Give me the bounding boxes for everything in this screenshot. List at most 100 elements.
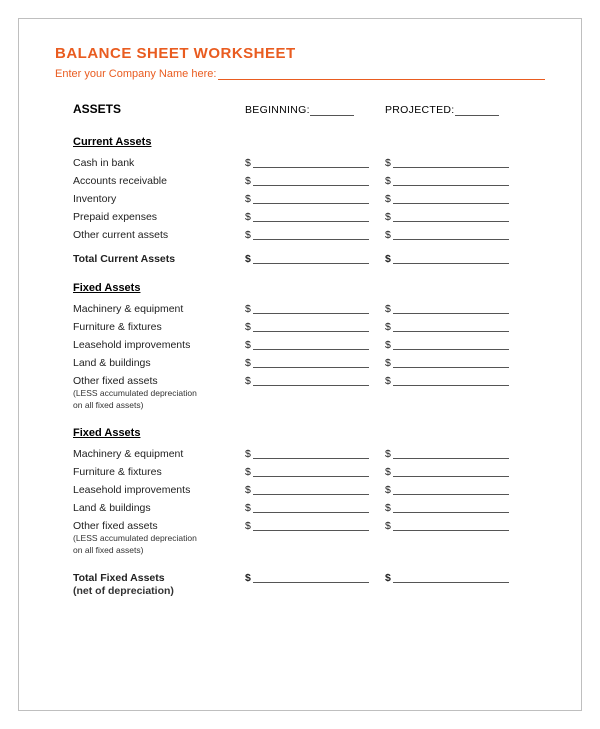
- amount-cell[interactable]: $: [245, 481, 385, 499]
- amount-line: [253, 572, 369, 583]
- amount-cell[interactable]: $: [245, 208, 385, 226]
- currency-symbol: $: [385, 520, 393, 532]
- amount-cell[interactable]: $: [385, 250, 525, 268]
- projected-label: PROJECTED:: [385, 104, 455, 116]
- page-title: BALANCE SHEET WORKSHEET: [55, 45, 545, 62]
- amount-line: [393, 303, 509, 314]
- currency-symbol: $: [245, 253, 253, 265]
- depreciation-note-2: on all fixed assets): [73, 400, 245, 411]
- amount-cell[interactable]: $: [385, 208, 525, 226]
- depreciation-note-1: (LESS accumulated depreciation: [73, 533, 245, 544]
- worksheet-grid: ASSETS BEGINNING: PROJECTED: Current Ass…: [55, 102, 545, 601]
- amount-line: [393, 229, 509, 240]
- amount-cell[interactable]: $: [385, 318, 525, 336]
- assets-heading: ASSETS: [55, 102, 245, 132]
- currency-symbol: $: [245, 375, 253, 387]
- net-depreciation-note: (net of depreciation): [73, 585, 245, 598]
- row-label: Leasehold improvements: [55, 336, 245, 354]
- col-header-beginning: BEGINNING:: [245, 102, 385, 132]
- amount-cell[interactable]: $: [245, 499, 385, 517]
- currency-symbol: $: [245, 321, 253, 333]
- amount-cell[interactable]: $: [385, 372, 525, 413]
- amount-cell[interactable]: $: [245, 463, 385, 481]
- row-label: Prepaid expenses: [55, 208, 245, 226]
- amount-line: [393, 321, 509, 332]
- amount-line: [393, 193, 509, 204]
- total-fixed-label: Total Fixed Assets: [73, 572, 165, 584]
- currency-symbol: $: [245, 466, 253, 478]
- currency-symbol: $: [245, 502, 253, 514]
- amount-cell[interactable]: $: [245, 336, 385, 354]
- company-name-input-line[interactable]: [218, 69, 545, 80]
- currency-symbol: $: [385, 484, 393, 496]
- amount-cell[interactable]: $: [245, 318, 385, 336]
- currency-symbol: $: [385, 321, 393, 333]
- amount-line: [253, 357, 369, 368]
- amount-cell[interactable]: $: [245, 517, 385, 558]
- row-label: Accounts receivable: [55, 172, 245, 190]
- amount-cell[interactable]: $: [385, 300, 525, 318]
- currency-symbol: $: [385, 357, 393, 369]
- currency-symbol: $: [245, 572, 253, 584]
- row-label: Machinery & equipment: [55, 300, 245, 318]
- amount-line: [393, 339, 509, 350]
- currency-symbol: $: [385, 175, 393, 187]
- amount-cell[interactable]: $: [385, 463, 525, 481]
- projected-date-line[interactable]: [455, 106, 499, 116]
- amount-cell[interactable]: $: [245, 226, 385, 244]
- amount-line: [253, 466, 369, 477]
- row-label: Furniture & fixtures: [55, 463, 245, 481]
- amount-cell[interactable]: $: [385, 354, 525, 372]
- amount-cell[interactable]: $: [385, 569, 525, 601]
- currency-symbol: $: [245, 357, 253, 369]
- currency-symbol: $: [245, 484, 253, 496]
- currency-symbol: $: [385, 253, 393, 265]
- total-fixed-assets-label: Total Fixed Assets (net of depreciation): [55, 569, 245, 601]
- amount-line: [393, 375, 509, 386]
- amount-cell[interactable]: $: [245, 172, 385, 190]
- amount-cell[interactable]: $: [245, 372, 385, 413]
- company-name-row: Enter your Company Name here:: [55, 68, 545, 80]
- amount-line: [253, 484, 369, 495]
- amount-cell[interactable]: $: [385, 154, 525, 172]
- amount-cell[interactable]: $: [245, 569, 385, 601]
- currency-symbol: $: [245, 175, 253, 187]
- currency-symbol: $: [385, 466, 393, 478]
- amount-cell[interactable]: $: [385, 226, 525, 244]
- amount-line: [253, 229, 369, 240]
- currency-symbol: $: [385, 229, 393, 241]
- currency-symbol: $: [385, 303, 393, 315]
- amount-cell[interactable]: $: [385, 336, 525, 354]
- currency-symbol: $: [385, 339, 393, 351]
- amount-line: [393, 357, 509, 368]
- row-label: Leasehold improvements: [55, 481, 245, 499]
- amount-cell[interactable]: $: [385, 172, 525, 190]
- amount-cell[interactable]: $: [385, 481, 525, 499]
- amount-line: [393, 175, 509, 186]
- company-name-label: Enter your Company Name here:: [55, 68, 216, 80]
- amount-line: [253, 253, 369, 264]
- currency-symbol: $: [245, 303, 253, 315]
- other-fixed-label: Other fixed assets: [73, 375, 158, 387]
- amount-cell[interactable]: $: [385, 517, 525, 558]
- beginning-date-line[interactable]: [310, 106, 354, 116]
- amount-cell[interactable]: $: [245, 445, 385, 463]
- beginning-label: BEGINNING:: [245, 104, 310, 116]
- amount-cell[interactable]: $: [245, 250, 385, 268]
- currency-symbol: $: [385, 193, 393, 205]
- total-current-assets-label: Total Current Assets: [55, 250, 245, 268]
- amount-cell[interactable]: $: [245, 190, 385, 208]
- amount-line: [393, 211, 509, 222]
- amount-line: [253, 520, 369, 531]
- amount-cell[interactable]: $: [385, 499, 525, 517]
- amount-cell[interactable]: $: [385, 190, 525, 208]
- row-label: Machinery & equipment: [55, 445, 245, 463]
- currency-symbol: $: [245, 339, 253, 351]
- amount-cell[interactable]: $: [245, 354, 385, 372]
- amount-line: [393, 157, 509, 168]
- section-current-assets: Current Assets: [55, 132, 525, 154]
- amount-cell[interactable]: $: [385, 445, 525, 463]
- amount-cell[interactable]: $: [245, 300, 385, 318]
- amount-cell[interactable]: $: [245, 154, 385, 172]
- row-label: Other fixed assets (LESS accumulated dep…: [55, 517, 245, 558]
